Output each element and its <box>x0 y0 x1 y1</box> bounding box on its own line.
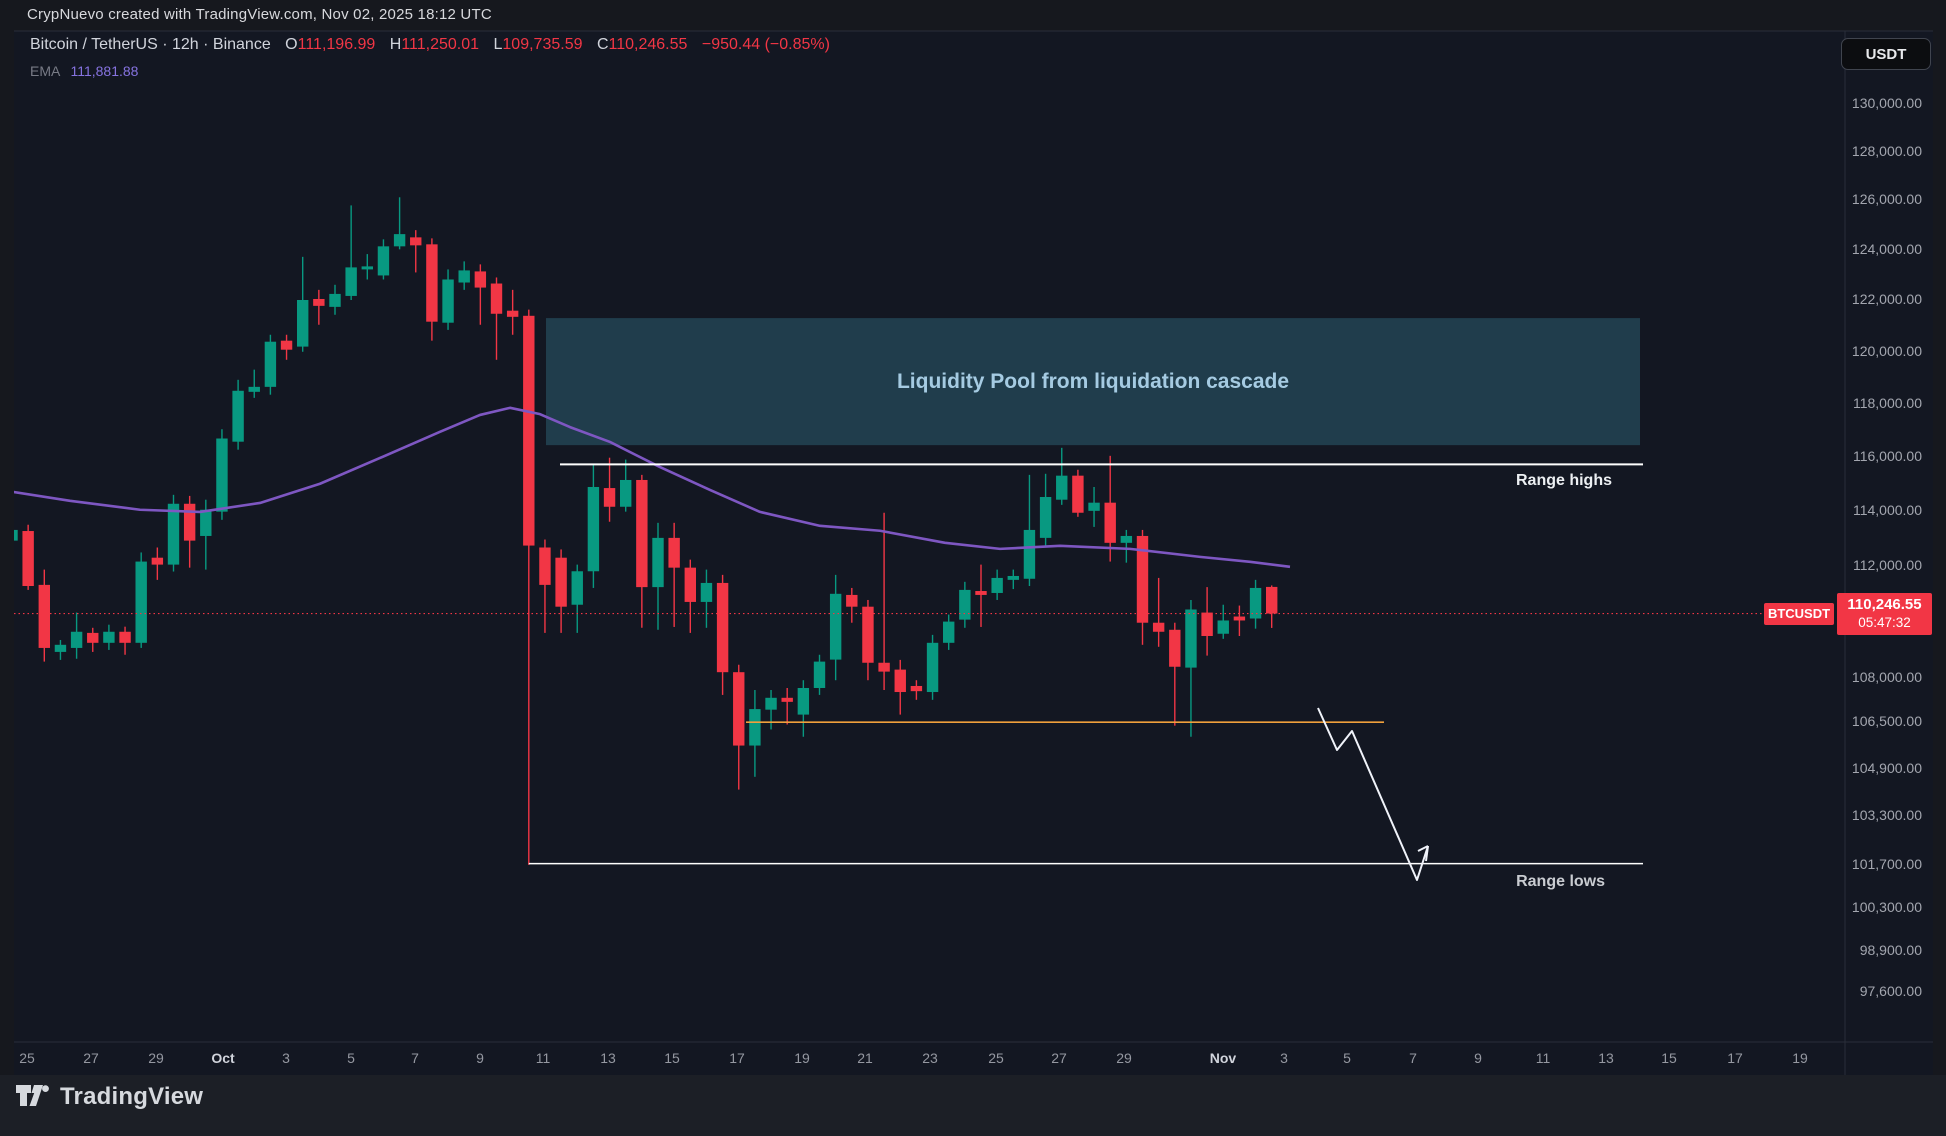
price-tick-label: 108,000.00 <box>1851 669 1922 686</box>
tradingview-logo[interactable]: TradingView <box>16 1083 203 1111</box>
time-tick-label: 15 <box>1661 1050 1677 1066</box>
price-tick-label: 100,300.00 <box>1851 898 1922 915</box>
ema-label[interactable]: EMA <box>30 63 60 79</box>
time-tick-label: 21 <box>857 1050 873 1066</box>
price-tick-label: 98,900.00 <box>1859 942 1922 959</box>
price-tick-label: 128,000.00 <box>1851 142 1922 159</box>
ohlc-high-value: 111,250.01 <box>401 36 480 53</box>
symbol-title[interactable]: Bitcoin / TetherUS · 12h · Binance <box>30 36 271 53</box>
time-tick-label: 19 <box>794 1050 810 1066</box>
ohlc-close-label: C <box>596 36 609 53</box>
last-price-value: 110,246.55 <box>1847 595 1922 613</box>
price-tick-label: 104,900.00 <box>1851 759 1922 776</box>
ohlc-high-label: H <box>389 36 402 53</box>
price-tick-label: 120,000.00 <box>1851 342 1922 359</box>
price-tick-label: 106,500.00 <box>1851 712 1922 729</box>
price-tick-label: 122,000.00 <box>1851 291 1922 308</box>
time-tick-label: 9 <box>1474 1050 1482 1066</box>
ema-value: 111,881.88 <box>70 63 139 79</box>
time-tick-label: Nov <box>1209 1050 1237 1066</box>
attribution-text: CrypNuevo created with TradingView.com, … <box>27 6 492 23</box>
ohlc-close-value: 110,246.55 <box>608 36 688 53</box>
time-tick-label: 29 <box>148 1050 164 1066</box>
tradingview-wordmark: TradingView <box>60 1083 204 1110</box>
time-tick-label: 23 <box>922 1050 938 1066</box>
range-highs-label: Range highs <box>1515 472 1612 490</box>
time-tick-label: 25 <box>19 1050 35 1066</box>
range-lows-label: Range lows <box>1516 872 1605 890</box>
price-tick-label: 126,000.00 <box>1851 191 1922 208</box>
price-tick-label: 116,000.00 <box>1852 447 1922 464</box>
time-tick-label: 7 <box>411 1050 419 1066</box>
time-tick-label: 17 <box>1727 1050 1743 1066</box>
ohlc-open-value: 111,196.99 <box>297 36 376 53</box>
price-tick-label: 114,000.00 <box>1852 501 1922 518</box>
time-tick-label: 17 <box>729 1050 745 1066</box>
time-tick-label: 5 <box>1343 1050 1351 1066</box>
time-tick-label: 19 <box>1792 1050 1808 1066</box>
price-tick-label: 124,000.00 <box>1851 241 1922 258</box>
price-tick-label: 97,600.00 <box>1859 983 1922 1000</box>
ohlc-open-label: O <box>285 36 298 53</box>
symbol-header: Bitcoin / TetherUS · 12h · Binance O111,… <box>30 36 830 54</box>
time-tick-label: 11 <box>535 1050 551 1066</box>
time-tick-label: 7 <box>1409 1050 1417 1066</box>
ohlc-low-value: 109,735.59 <box>502 36 583 53</box>
time-tick-label: 25 <box>988 1050 1004 1066</box>
time-tick-label: 5 <box>347 1050 355 1066</box>
symbol-price-flag: BTCUSDT <box>1764 602 1834 625</box>
liquidity-pool-label: Liquidity Pool from liquidation cascade <box>896 369 1290 393</box>
time-tick-label: 3 <box>282 1050 290 1066</box>
time-tick-label: Oct <box>211 1050 235 1066</box>
last-price-badge: 110,246.55 05:47:32 <box>1837 592 1932 635</box>
bar-countdown: 05:47:32 <box>1858 615 1911 631</box>
bottom-toolbar <box>0 1075 1946 1136</box>
time-tick-label: 15 <box>664 1050 680 1066</box>
time-tick-label: 3 <box>1280 1050 1288 1066</box>
time-tick-label: 9 <box>476 1050 484 1066</box>
change-value: −950.44 (−0.85%) <box>701 36 830 53</box>
price-tick-label: 112,000.00 <box>1852 556 1922 573</box>
time-tick-label: 27 <box>83 1050 99 1066</box>
time-tick-label: 13 <box>1598 1050 1614 1066</box>
tradingview-glyph-icon <box>16 1084 49 1106</box>
time-tick-label: 13 <box>600 1050 616 1066</box>
price-tick-label: 118,000.00 <box>1852 394 1922 411</box>
time-tick-label: 27 <box>1051 1050 1067 1066</box>
time-tick-label: 11 <box>1535 1050 1551 1066</box>
price-tick-label: 101,700.00 <box>1851 855 1922 872</box>
price-tick-label: 103,300.00 <box>1851 807 1922 824</box>
ema-indicator-row: EMA 111,881.88 <box>30 63 138 79</box>
currency-toggle-button[interactable]: USDT <box>1841 38 1931 70</box>
time-tick-label: 29 <box>1116 1050 1132 1066</box>
price-tick-label: 130,000.00 <box>1851 94 1922 111</box>
ohlc-low-label: L <box>493 36 503 53</box>
